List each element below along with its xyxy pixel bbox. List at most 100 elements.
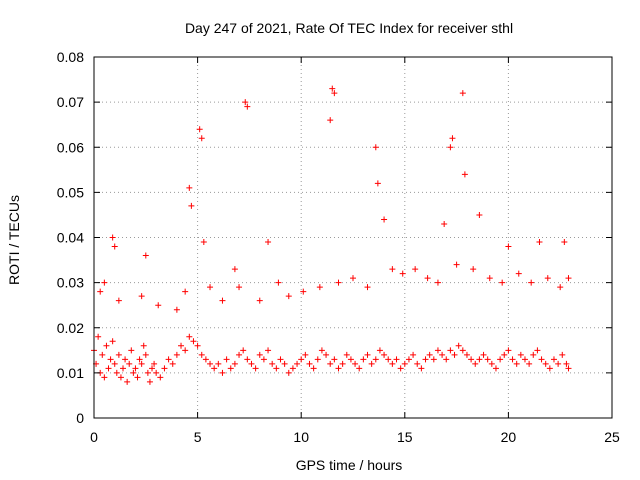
data-point — [173, 306, 180, 313]
data-point — [306, 360, 313, 367]
data-point — [517, 351, 524, 358]
x-tick-label: 0 — [90, 429, 98, 445]
data-point — [207, 360, 214, 367]
data-point — [273, 365, 280, 372]
data-point — [142, 351, 149, 358]
data-point — [202, 356, 209, 363]
data-point — [347, 356, 354, 363]
data-point — [385, 356, 392, 363]
data-point — [557, 284, 564, 291]
data-point — [215, 360, 222, 367]
data-point — [151, 360, 158, 367]
x-tick-label: 10 — [293, 429, 309, 445]
data-point — [173, 351, 180, 358]
data-point — [484, 356, 491, 363]
data-point — [364, 284, 371, 291]
data-point — [231, 266, 238, 273]
data-point — [281, 360, 288, 367]
data-point — [472, 360, 479, 367]
data-point — [453, 261, 460, 268]
data-point — [161, 365, 168, 372]
data-point — [97, 288, 104, 295]
data-point — [459, 90, 466, 97]
data-point — [198, 351, 205, 358]
data-point — [565, 275, 572, 282]
chart-title: Day 247 of 2021, Rate Of TEC Index for r… — [185, 20, 513, 36]
data-point — [430, 356, 437, 363]
data-point — [323, 351, 330, 358]
x-axis-label: GPS time / hours — [296, 457, 403, 473]
data-point — [265, 347, 272, 354]
data-point — [275, 279, 282, 286]
data-point — [149, 365, 156, 372]
data-point — [240, 347, 247, 354]
y-tick-label: 0.02 — [57, 320, 84, 336]
data-point — [418, 365, 425, 372]
data-point — [364, 351, 371, 358]
data-point — [381, 351, 388, 358]
data-point — [343, 351, 350, 358]
axis-ticks — [93, 56, 613, 419]
data-point — [105, 365, 112, 372]
data-point — [256, 297, 263, 304]
data-point — [109, 338, 116, 345]
data-point — [468, 356, 475, 363]
data-point — [155, 302, 162, 309]
data-point — [111, 243, 118, 250]
data-point — [182, 288, 189, 295]
data-point — [244, 356, 251, 363]
data-point — [399, 270, 406, 277]
data-point — [269, 360, 276, 367]
data-point — [124, 378, 131, 385]
data-point — [331, 356, 338, 363]
data-point — [103, 342, 110, 349]
x-tick-label: 5 — [194, 429, 202, 445]
data-point — [412, 266, 419, 273]
data-point — [350, 275, 356, 282]
y-tick-label: 0.08 — [57, 49, 84, 65]
data-point — [111, 360, 118, 367]
data-point — [136, 356, 143, 363]
data-point — [198, 135, 205, 142]
data-point — [470, 266, 477, 273]
y-tick-label: 0.05 — [57, 184, 84, 200]
data-point — [113, 369, 120, 376]
data-point — [196, 126, 203, 133]
x-tick-labels: 0 5 10 15 20 25 — [90, 429, 620, 445]
data-point — [497, 356, 504, 363]
data-point — [544, 275, 551, 282]
data-point — [441, 220, 448, 227]
data-point — [449, 135, 456, 142]
data-point — [327, 360, 334, 367]
data-point — [178, 342, 185, 349]
data-point — [101, 279, 108, 286]
data-point — [439, 351, 446, 358]
data-point — [128, 347, 135, 354]
data-point — [223, 356, 230, 363]
data-point — [207, 284, 214, 291]
data-point — [381, 216, 388, 223]
data-point — [492, 365, 499, 372]
data-point — [414, 360, 421, 367]
data-point — [142, 252, 149, 259]
data-point — [339, 360, 346, 367]
data-point — [186, 333, 193, 340]
data-point — [186, 184, 193, 191]
data-point — [157, 374, 164, 381]
data-point — [211, 365, 218, 372]
data-point — [331, 90, 338, 97]
data-point — [422, 356, 429, 363]
data-point — [115, 297, 122, 304]
x-tick-label: 15 — [397, 429, 413, 445]
data-point — [316, 284, 323, 291]
data-point — [434, 347, 441, 354]
data-point — [132, 365, 139, 372]
y-tick-label: 0.01 — [57, 365, 84, 381]
data-point — [219, 297, 226, 304]
data-point — [459, 347, 466, 354]
data-point — [550, 356, 557, 363]
data-point — [140, 342, 147, 349]
data-point — [561, 239, 568, 246]
data-point — [200, 239, 207, 246]
